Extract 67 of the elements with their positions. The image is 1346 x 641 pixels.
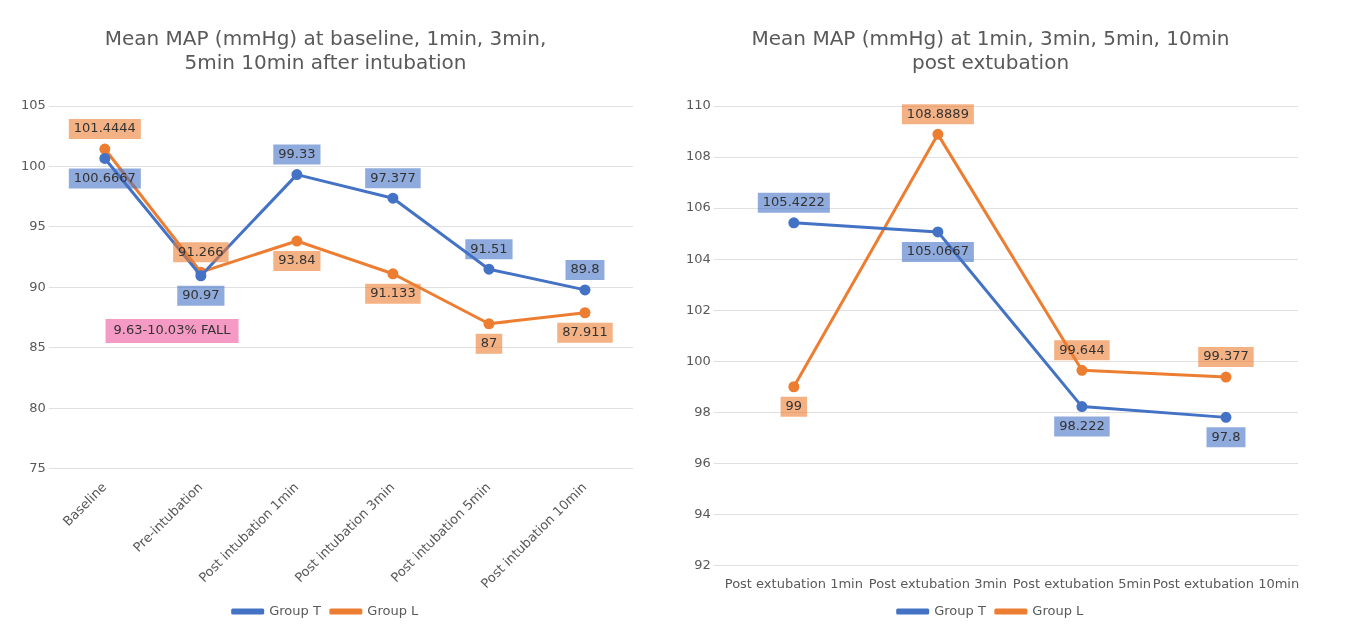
x-tick-label: Post extubation 5min bbox=[1012, 575, 1152, 591]
y-tick-label: 80 bbox=[29, 399, 46, 415]
data-label: 98.222 bbox=[1059, 417, 1105, 433]
point bbox=[932, 226, 944, 238]
legend-label: Group L bbox=[1032, 602, 1085, 618]
data-label: 108.8889 bbox=[906, 105, 969, 121]
legend-label: Group T bbox=[934, 602, 986, 618]
y-tick-label: 75 bbox=[29, 460, 46, 476]
point bbox=[387, 268, 399, 280]
annotation: 9.63-10.03% FALL bbox=[113, 322, 232, 338]
point bbox=[579, 307, 591, 319]
y-tick-label: 94 bbox=[694, 505, 711, 521]
legend-label: Group L bbox=[367, 602, 420, 618]
data-label: 91.266 bbox=[178, 243, 224, 259]
y-tick-label: 104 bbox=[685, 250, 711, 266]
y-tick-label: 100 bbox=[685, 352, 711, 368]
y-tick-label: 90 bbox=[29, 278, 46, 294]
point bbox=[99, 143, 111, 155]
data-label: 100.6667 bbox=[73, 169, 136, 185]
point bbox=[99, 152, 111, 164]
data-label: 99.33 bbox=[278, 145, 316, 161]
point bbox=[932, 128, 944, 140]
y-tick-label: 108 bbox=[685, 148, 711, 164]
data-label: 97.377 bbox=[370, 169, 416, 185]
y-tick-label: 105 bbox=[20, 97, 46, 113]
data-label: 105.4222 bbox=[762, 194, 825, 210]
data-label: 97.8 bbox=[1211, 428, 1241, 444]
point bbox=[483, 318, 495, 330]
point bbox=[1076, 364, 1088, 376]
point bbox=[291, 235, 303, 247]
chart-title: Mean MAP (mmHg) at baseline, 1min, 3min, 5min 10min after intubation bbox=[104, 26, 547, 75]
data-label: 91.51 bbox=[470, 240, 508, 256]
y-tick-label: 95 bbox=[29, 218, 46, 234]
data-label: 90.97 bbox=[182, 287, 220, 303]
point bbox=[1076, 401, 1088, 413]
data-label: 87 bbox=[480, 335, 498, 351]
data-label: 87.911 bbox=[562, 324, 608, 340]
point bbox=[788, 381, 800, 393]
x-tick-label: Post extubation 1min bbox=[724, 575, 863, 591]
data-label: 93.84 bbox=[278, 252, 316, 268]
data-label: 91.133 bbox=[370, 285, 416, 301]
y-tick-label: 98 bbox=[694, 403, 711, 419]
point bbox=[291, 169, 303, 181]
chart-title: Mean MAP (mmHg) at 1min, 3min, 5min, 10min post extubation bbox=[751, 26, 1230, 75]
data-label: 99 bbox=[785, 398, 803, 414]
data-label: 105.0667 bbox=[906, 243, 969, 259]
y-tick-label: 106 bbox=[685, 199, 711, 215]
point bbox=[788, 217, 800, 229]
data-label: 99.377 bbox=[1203, 348, 1249, 364]
y-tick-label: 100 bbox=[20, 157, 46, 173]
y-tick-label: 85 bbox=[29, 339, 46, 355]
x-tick-label: Post extubation 3min bbox=[868, 575, 1007, 591]
legend-label: Group T bbox=[269, 602, 321, 618]
data-label: 99.644 bbox=[1059, 341, 1105, 357]
x-tick-label: Post extubation 10min bbox=[1152, 575, 1300, 591]
point bbox=[387, 192, 399, 204]
data-label: 101.4444 bbox=[73, 120, 136, 136]
point bbox=[483, 263, 495, 275]
point bbox=[1220, 411, 1232, 423]
y-tick-label: 102 bbox=[685, 301, 711, 317]
point bbox=[1220, 371, 1232, 383]
data-label: 89.8 bbox=[570, 261, 600, 277]
y-tick-label: 96 bbox=[694, 454, 711, 470]
point bbox=[579, 284, 591, 296]
y-tick-label: 92 bbox=[694, 556, 711, 572]
y-tick-label: 110 bbox=[685, 97, 711, 113]
point bbox=[195, 270, 207, 282]
